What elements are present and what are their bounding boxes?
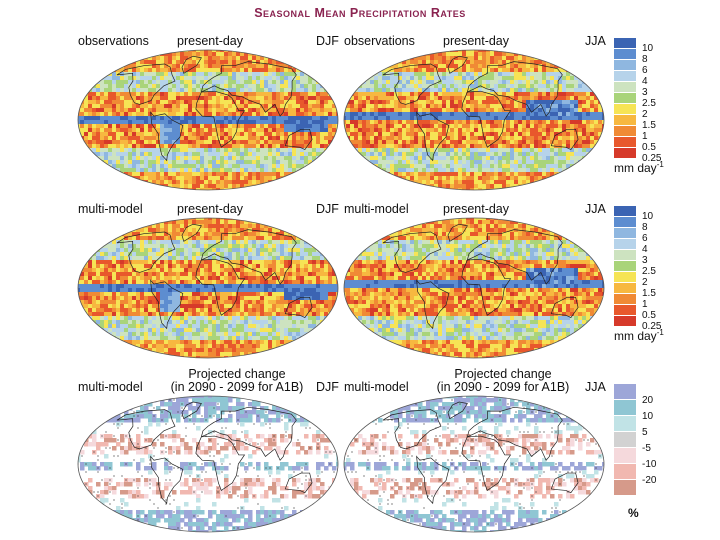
row1-left-season: DJF	[316, 34, 339, 48]
row3-right-season: JJA	[585, 380, 606, 394]
legend-swatch	[614, 400, 636, 416]
legend-tick-label: 10	[642, 411, 654, 422]
legend-swatch	[614, 148, 636, 159]
row1-right-season: JJA	[585, 34, 606, 48]
legend-swatch	[614, 239, 636, 250]
row3-right-label: multi-model	[344, 380, 409, 394]
row2-right-label: multi-model	[344, 202, 409, 216]
map-multimodel-jja	[343, 217, 605, 359]
row2-left-season: DJF	[316, 202, 339, 216]
legend-swatch	[614, 82, 636, 93]
legend-tick-label: -10	[642, 459, 657, 470]
row3-left-season: DJF	[316, 380, 339, 394]
legend-tick-label: 0.5	[642, 142, 656, 153]
legend-swatch	[614, 49, 636, 60]
legend-swatch	[614, 93, 636, 104]
legend-tick-label: 1	[642, 299, 648, 310]
precip-legend-middle	[614, 206, 636, 327]
row3-right-period: Projected change	[454, 367, 552, 381]
legend-swatch	[614, 261, 636, 272]
legend-tick-label: 6	[642, 233, 648, 244]
row1-left-label: observations	[78, 34, 149, 48]
legend-swatch	[614, 480, 636, 496]
legend-tick-label: 1	[642, 131, 648, 142]
legend-tick-label: 1.5	[642, 120, 656, 131]
legend-swatch	[614, 137, 636, 148]
legend-swatch	[614, 71, 636, 82]
legend-swatch	[614, 416, 636, 432]
row3-left-period2: (in 2090 - 2099 for A1B)	[170, 380, 304, 394]
change-unit: %	[628, 506, 639, 520]
legend-tick-label: 3	[642, 87, 648, 98]
legend-tick-label: 8	[642, 222, 648, 233]
legend-tick-label: 2.5	[642, 266, 656, 277]
legend-tick-label: 1.5	[642, 288, 656, 299]
figure-title: Seasonal Mean Precipitation Rates	[254, 6, 466, 20]
row1-right-period: present-day	[443, 34, 510, 48]
row2-right-season: JJA	[585, 202, 606, 216]
legend-tick-label: 5	[642, 427, 648, 438]
map-change-jja	[343, 395, 605, 533]
legend-swatch	[614, 38, 636, 49]
row1-right-label: observations	[344, 34, 415, 48]
map-observations-jja	[343, 49, 605, 191]
legend-tick-label: 2	[642, 277, 648, 288]
legend-swatch	[614, 60, 636, 71]
legend-tick-label: 0.5	[642, 310, 656, 321]
legend-swatch	[614, 432, 636, 448]
legend-swatch	[614, 228, 636, 239]
row2-right-period: present-day	[443, 202, 510, 216]
row2-left-period: present-day	[177, 202, 244, 216]
legend-swatch	[614, 384, 636, 400]
legend-swatch	[614, 305, 636, 316]
legend-tick-label: 0.25	[642, 321, 662, 332]
legend-swatch	[614, 448, 636, 464]
row3-right-period2: (in 2090 - 2099 for A1B)	[436, 380, 570, 394]
legend-swatch	[614, 115, 636, 126]
precip-legend-top	[614, 38, 636, 159]
legend-tick-label: 0.25	[642, 153, 662, 164]
legend-tick-label: 3	[642, 255, 648, 266]
legend-tick-label: 4	[642, 76, 648, 87]
legend-swatch	[614, 294, 636, 305]
legend-tick-label: -20	[642, 475, 657, 486]
legend-tick-label: 20	[642, 395, 654, 406]
legend-tick-label: 2.5	[642, 98, 656, 109]
precip-unit-top: mm day-1	[614, 160, 664, 175]
legend-tick-label: 8	[642, 54, 648, 65]
map-change-djf	[77, 395, 339, 533]
row3-left-period: Projected change	[188, 367, 286, 381]
row1-left-period: present-day	[177, 34, 244, 48]
map-observations-djf	[77, 49, 339, 191]
legend-swatch	[614, 316, 636, 327]
legend-swatch	[614, 464, 636, 480]
row2-left-label: multi-model	[78, 202, 143, 216]
legend-swatch	[614, 283, 636, 294]
legend-tick-label: 6	[642, 65, 648, 76]
legend-tick-label: 10	[642, 43, 654, 54]
legend-swatch	[614, 217, 636, 228]
legend-tick-label: 2	[642, 109, 648, 120]
row3-left-label: multi-model	[78, 380, 143, 394]
legend-tick-label: 4	[642, 244, 648, 255]
legend-swatch	[614, 250, 636, 261]
precip-unit-middle: mm day-1	[614, 328, 664, 343]
legend-swatch	[614, 206, 636, 217]
legend-swatch	[614, 126, 636, 137]
legend-tick-label: 10	[642, 211, 654, 222]
legend-swatch	[614, 104, 636, 115]
change-legend	[614, 384, 636, 496]
map-multimodel-djf	[77, 217, 339, 359]
legend-tick-label: -5	[642, 443, 651, 454]
legend-swatch	[614, 272, 636, 283]
